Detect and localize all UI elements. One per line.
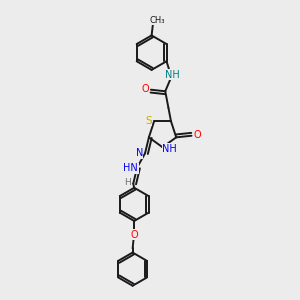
Text: H: H bbox=[124, 178, 131, 187]
Text: HN: HN bbox=[123, 163, 138, 173]
Text: O: O bbox=[130, 230, 138, 240]
Text: NH: NH bbox=[162, 144, 177, 154]
Text: NH: NH bbox=[165, 70, 180, 80]
Text: O: O bbox=[141, 84, 149, 94]
Text: O: O bbox=[194, 130, 201, 140]
Text: N: N bbox=[136, 148, 143, 158]
Text: CH₃: CH₃ bbox=[150, 16, 165, 25]
Text: S: S bbox=[145, 116, 152, 126]
